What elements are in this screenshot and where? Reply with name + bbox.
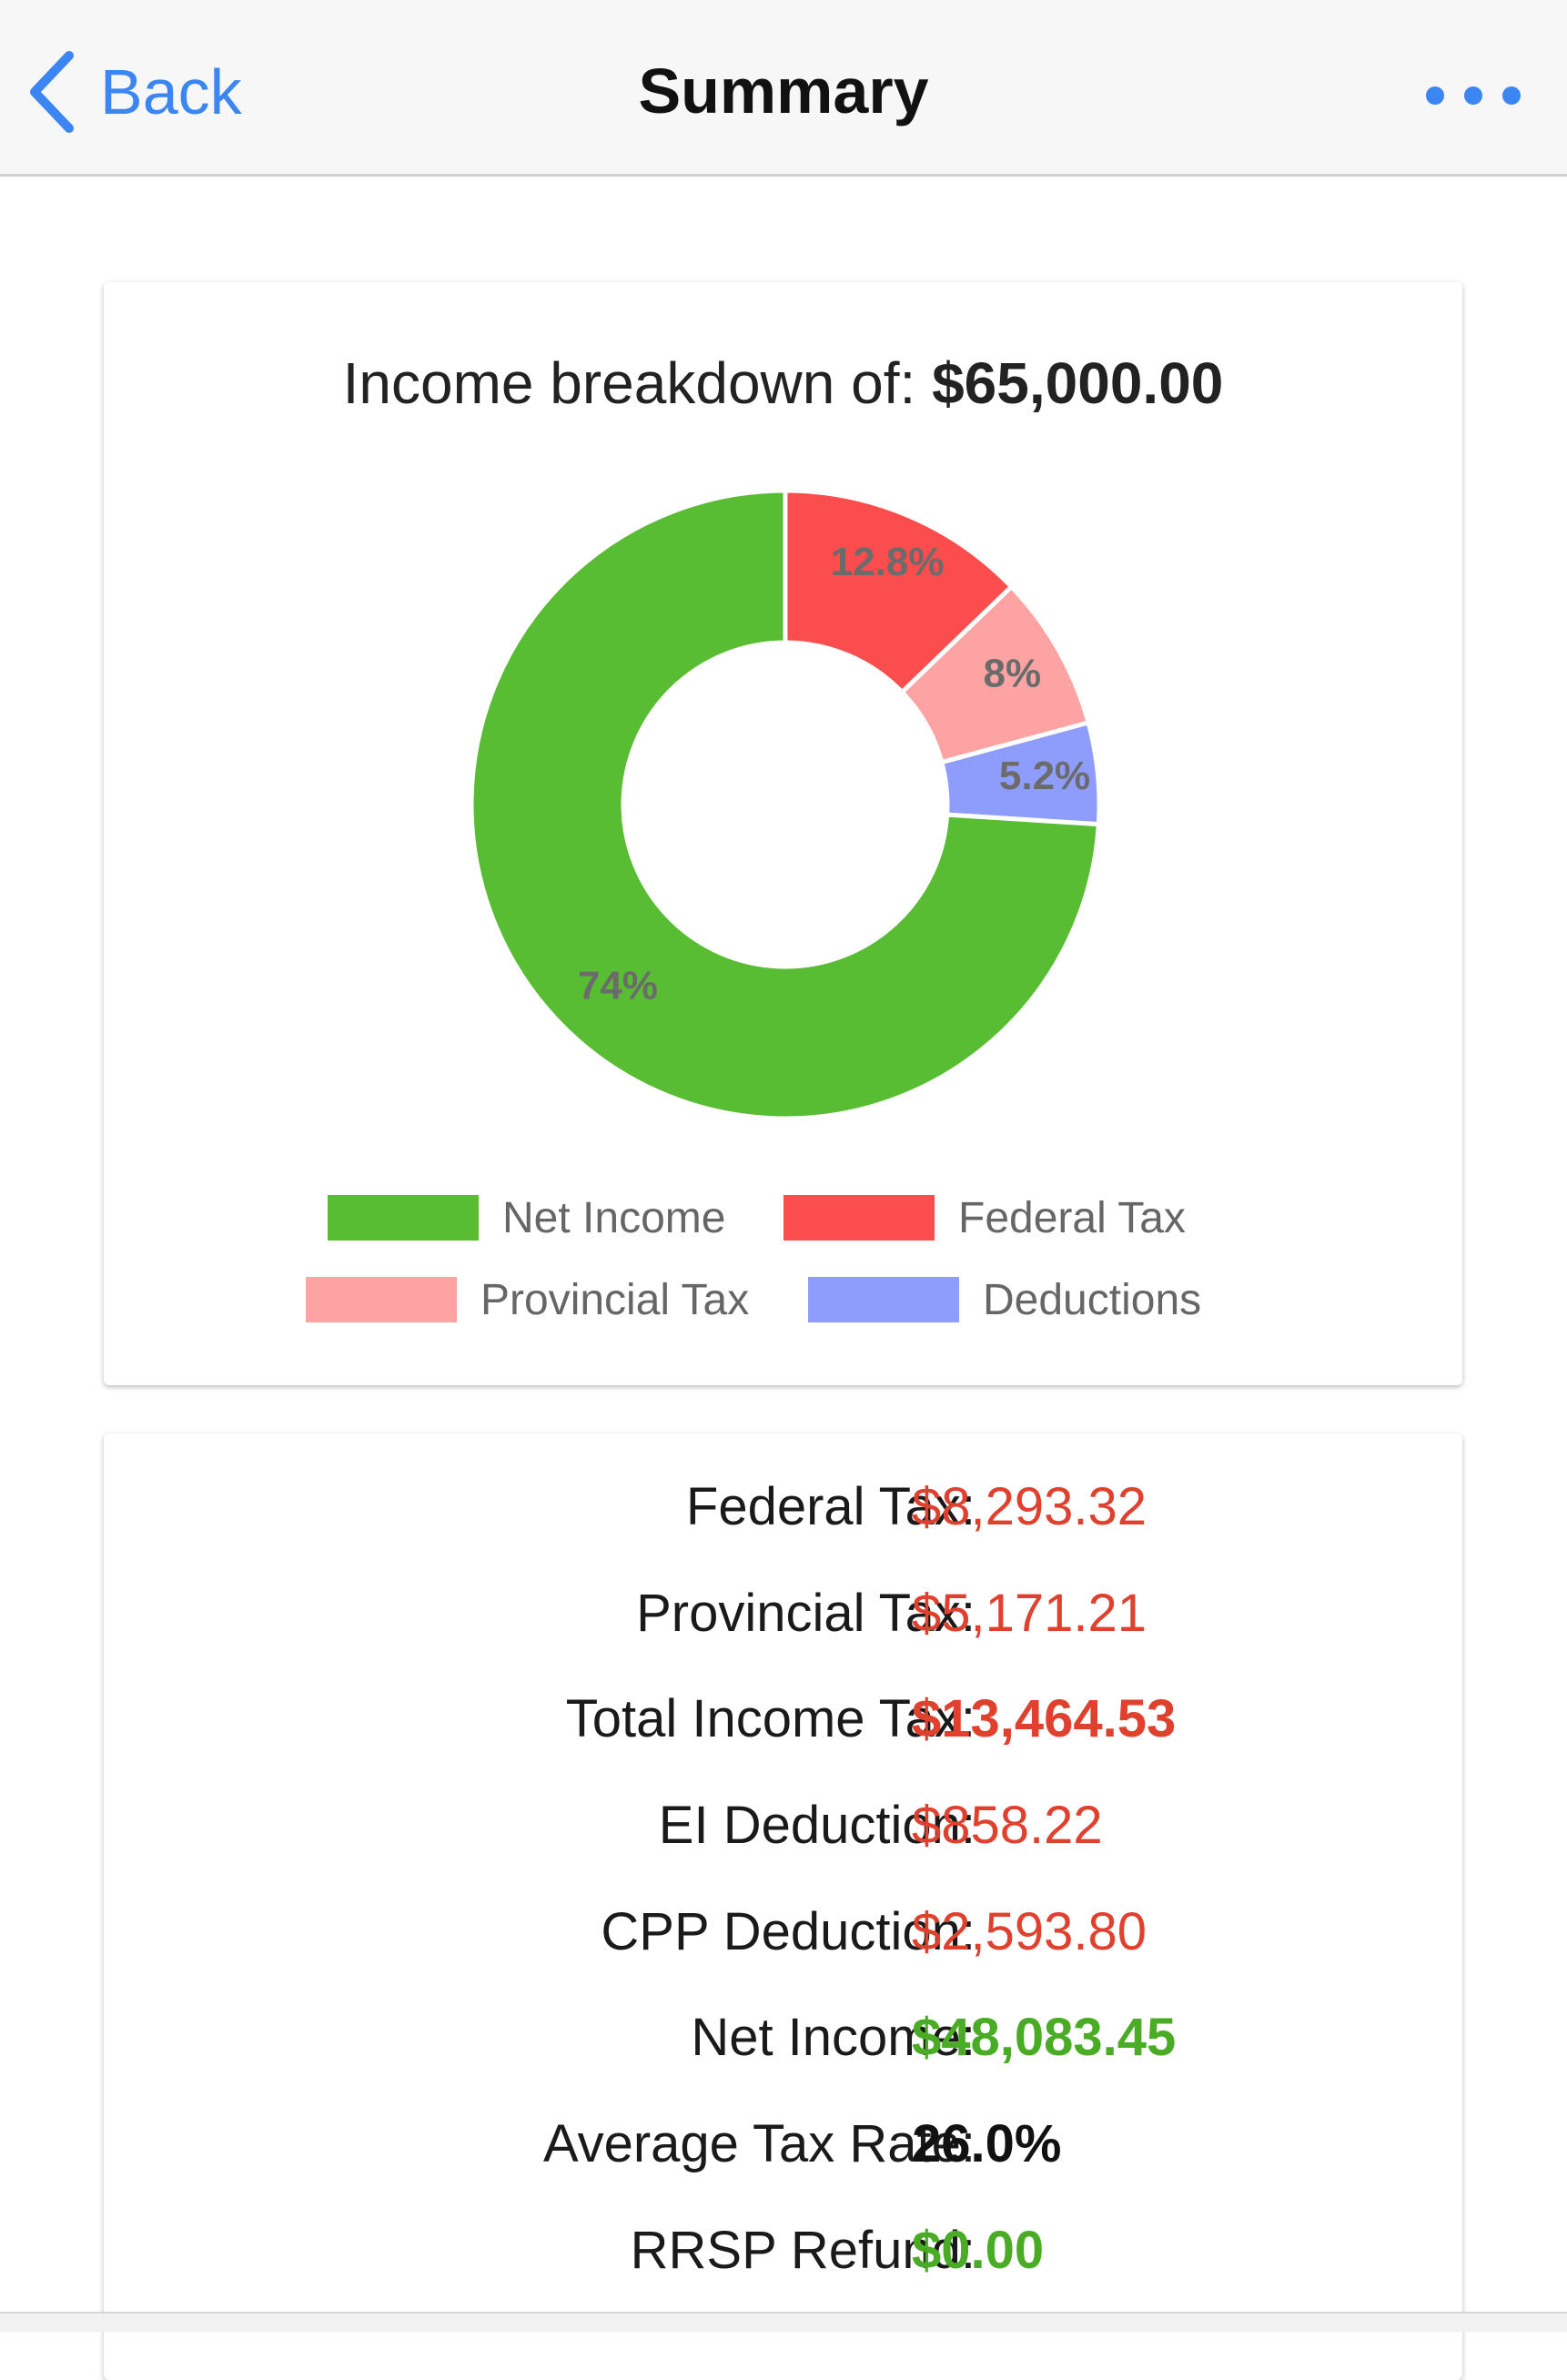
donut-label-deductions: 5.2% [999, 754, 1090, 798]
legend-swatch-deductions [808, 1277, 959, 1322]
legend-swatch-provincial-tax [306, 1277, 457, 1322]
legend-swatch-net-income [328, 1195, 479, 1241]
legend-label-provincial-tax: Provincial Tax [480, 1275, 750, 1324]
summary-label: Federal Tax: [685, 1477, 976, 1536]
legend-item-net-income[interactable]: Net Income [328, 1192, 725, 1243]
legend-item-provincial-tax[interactable]: Provincial Tax [306, 1274, 749, 1325]
page-title: Summary [638, 56, 929, 127]
bottom-toolbar [0, 2312, 1567, 2332]
summary-label: Total Income Tax: [565, 1689, 976, 1748]
summary-row-total-income-tax: Total Income Tax: $13,464.53 [104, 1688, 1462, 1761]
summary-row-rrsp-refund: RRSP Refund: $0.00 [104, 2220, 1462, 2293]
donut-label-federal-tax: 12.8% [831, 540, 945, 584]
donut-slice-net-income[interactable] [469, 488, 1101, 1121]
legend-label-net-income: Net Income [502, 1193, 726, 1242]
legend-label-deductions: Deductions [983, 1275, 1202, 1324]
legend-item-deductions[interactable]: Deductions [808, 1274, 1201, 1325]
income-breakdown-card: Income breakdown of: $65,000.00 12.8% 8% 5… [104, 282, 1462, 1385]
legend-item-federal-tax[interactable]: Federal Tax [784, 1192, 1186, 1243]
summary-label: EI Deduction: [658, 1796, 976, 1855]
legend-label-federal-tax: Federal Tax [958, 1193, 1186, 1242]
summary-row-ei-deduction: EI Deduction: $858.22 [104, 1795, 1462, 1868]
donut-slice-federal-tax[interactable] [783, 488, 1016, 696]
summary-row-federal-tax: Federal Tax: $8,293.32 [104, 1476, 1462, 1549]
summary-value: $858.22 [912, 1796, 1103, 1855]
summary-row-net-income: Net Income: $48,083.45 [104, 2007, 1462, 2080]
more-button[interactable] [1414, 73, 1532, 118]
summary-value: $13,464.53 [912, 1689, 1177, 1748]
back-button[interactable]: Back [25, 42, 242, 142]
income-donut-chart: 12.8% 8% 5.2% 74% [469, 488, 1102, 1121]
legend-swatch-federal-tax [784, 1195, 935, 1241]
summary-value: $48,083.45 [912, 2008, 1177, 2067]
summary-label: Provincial Tax: [636, 1584, 976, 1643]
summary-label: Average Tax Rate: [542, 2114, 976, 2173]
breakdown-heading: Income breakdown of: $65,000.00 [104, 349, 1462, 417]
summary-value: $2,593.80 [912, 1902, 1147, 1961]
summary-label: CPP Deduction: [601, 1902, 976, 1961]
summary-label: Net Income: [691, 2008, 976, 2067]
donut-label-provincial-tax: 8% [984, 651, 1042, 695]
navigation-bar: Back Summary [0, 0, 1567, 177]
summary-value: $8,293.32 [912, 1477, 1147, 1536]
summary-value: 26.0% [912, 2114, 1062, 2173]
more-icon [1426, 86, 1521, 105]
tax-summary-card: Federal Tax: $8,293.32 Provincial Tax: $… [104, 1433, 1462, 2380]
breakdown-label: Income breakdown of: [342, 350, 916, 416]
donut-label-net-income: 74% [578, 964, 658, 1008]
summary-value: $5,171.21 [912, 1584, 1147, 1643]
summary-row-cpp-deduction: CPP Deduction: $2,593.80 [104, 1901, 1462, 1974]
summary-row-average-tax-rate: Average Tax Rate: 26.0% [104, 2113, 1462, 2186]
chevron-left-icon [30, 51, 74, 133]
summary-row-provincial-tax: Provincial Tax: $5,171.21 [104, 1583, 1462, 1656]
breakdown-amount: $65,000.00 [932, 350, 1224, 416]
back-label: Back [100, 56, 242, 127]
summary-value: $0.00 [912, 2221, 1045, 2280]
summary-label: RRSP Refund: [630, 2221, 976, 2280]
